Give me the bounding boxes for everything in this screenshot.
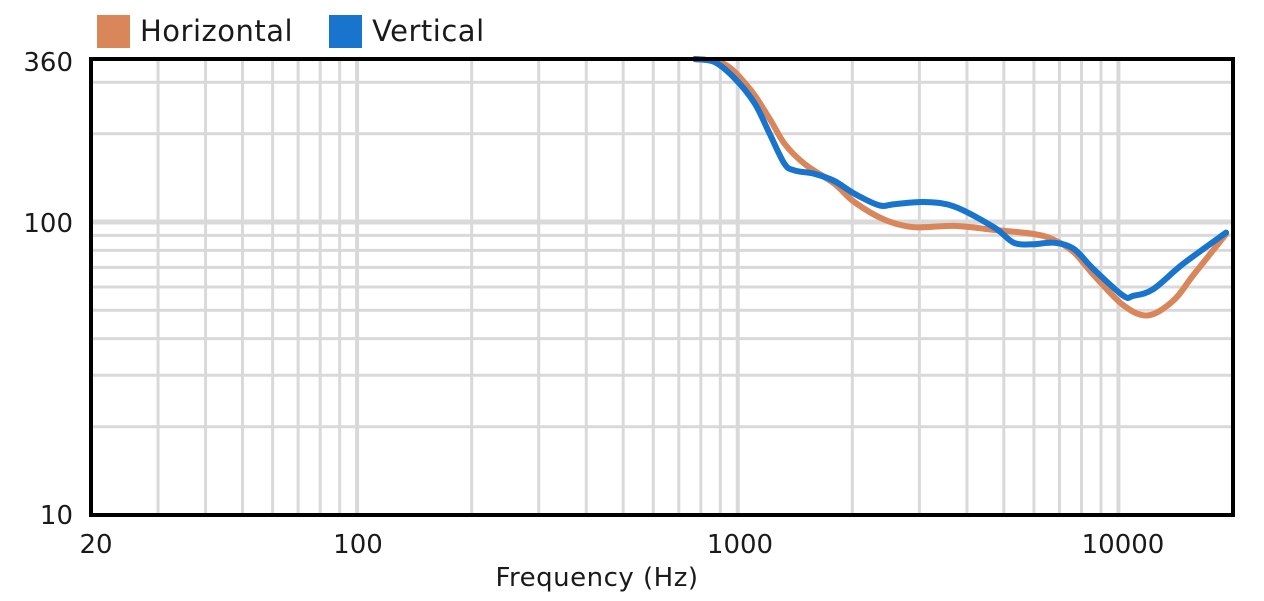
legend: Horizontal Vertical xyxy=(97,14,521,48)
x-axis-title: Frequency (Hz) xyxy=(495,563,698,593)
grid-lines xyxy=(91,59,1233,515)
legend-swatch-vertical xyxy=(329,14,363,48)
legend-swatch-horizontal xyxy=(97,14,130,48)
series-lines xyxy=(692,56,1230,319)
x-tick-100: 100 xyxy=(333,530,383,560)
y-tick-100: 100 xyxy=(23,209,73,239)
x-tick-10000: 10000 xyxy=(1082,530,1165,560)
y-tick-360: 360 xyxy=(23,48,73,78)
series-line-horizontal xyxy=(692,56,1230,319)
legend-item-horizontal: Horizontal xyxy=(97,14,293,48)
legend-label-vertical: Vertical xyxy=(372,14,485,48)
x-tick-20: 20 xyxy=(79,530,112,560)
x-tick-1000: 1000 xyxy=(707,530,773,560)
legend-label-horizontal: Horizontal xyxy=(140,14,294,48)
legend-item-vertical: Vertical xyxy=(329,14,485,48)
series-line-vertical xyxy=(692,56,1230,301)
y-tick-10: 10 xyxy=(40,501,73,531)
plot-frame xyxy=(89,57,1235,517)
